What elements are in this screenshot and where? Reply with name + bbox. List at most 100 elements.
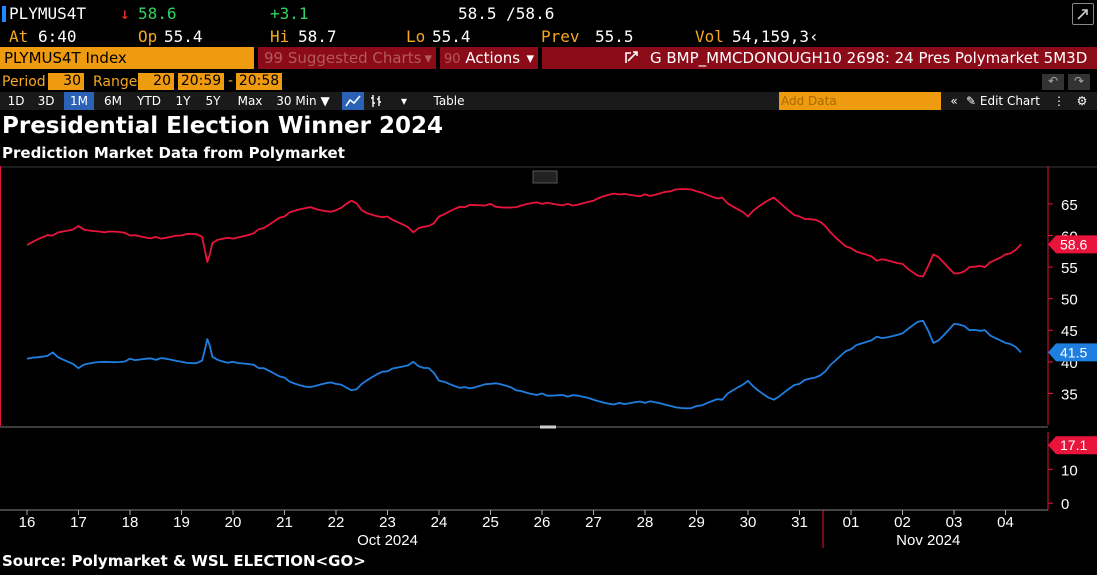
x-tick-label: 28 [637,514,654,531]
range-end-input[interactable]: 20:58 [236,73,282,90]
y-tick-label: 45 [1061,323,1078,340]
month-label: Oct 2024 [357,532,418,549]
red-last-tag [1048,235,1097,254]
interval-dropdown[interactable]: 30 Min ▼ [276,94,330,108]
security-field[interactable]: PLYMUS4T Index [0,47,254,69]
timeframe-1y[interactable]: 1Y [175,94,191,108]
more-icon[interactable]: ⋮ [1053,94,1065,108]
x-tick-label: 01 [843,514,860,531]
chart-subtitle: Prediction Market Data from Polymarket [2,144,345,162]
table-button[interactable]: Table [433,94,465,108]
low-value: 55.4 [432,27,471,46]
timeframe-max[interactable]: Max [237,94,263,108]
at-label: At [9,27,29,46]
period-range-bar: Period 30 Range 20 20:59 - 20:58 ↶ ↷ [0,73,1097,92]
x-tick-label: 22 [328,514,345,531]
x-tick-label: 30 [740,514,757,531]
prev-label: Prev [541,27,580,46]
timeframe-1m[interactable]: 1M [64,92,94,110]
security-color-marker [2,6,6,22]
collapse-icon[interactable]: « [950,94,958,108]
x-tick-label: 17 [70,514,87,531]
chevron-down-icon: ▾ [424,49,432,67]
timeframe-6m[interactable]: 6M [104,94,122,108]
timeframe-5y[interactable]: 5Y [205,94,221,108]
volume-label: Vol [695,27,724,46]
timeframe-bar: 1D 3D 1M 6M YTD 1Y 5Y Max 30 Min ▼ ▾ Tab… [0,92,1097,110]
add-data-input[interactable]: Add Data [779,92,941,110]
bid-ask: 58.5 /58.6 [458,4,555,23]
y-tick-label: 35 [1061,386,1078,403]
month-label: Nov 2024 [896,532,960,549]
x-tick-label: 02 [894,514,911,531]
actions-label: Actions [465,49,521,67]
down-arrow-icon: ↓ [120,4,130,23]
chevron-down-icon: ▾ [526,49,534,67]
at-value: 6:40 [38,27,77,46]
x-tick-label: 20 [225,514,242,531]
x-tick-label: 29 [688,514,705,531]
x-tick-label: 25 [482,514,499,531]
timeframe-ytd[interactable]: YTD [137,94,161,108]
low-label: Lo [406,27,426,46]
chart-options-dropdown [532,170,558,184]
line-chart-icon[interactable] [342,92,364,110]
range-start-input[interactable]: 20:59 [178,73,224,90]
y-tick-label: 50 [1061,292,1078,309]
settings-gear-icon[interactable]: ⚙ [1076,94,1088,108]
bar-chart-icon[interactable] [366,92,386,110]
blue-series-line [26,319,1022,410]
x-tick-label: 23 [379,514,396,531]
net-change: +3.1 [270,4,309,23]
popout-icon[interactable] [1072,3,1094,25]
redo-icon[interactable]: ↷ [1068,74,1090,90]
open-label: Op [138,27,158,46]
pencil-icon: ✎ [966,94,977,108]
x-tick-label: 27 [585,514,602,531]
volume-value: 54,159,3‹ [732,27,819,46]
actions-number: 90 [444,52,461,67]
x-tick-label: 24 [431,514,448,531]
x-tick-label: 26 [534,514,551,531]
range-label: Range [93,74,138,90]
x-tick-label: 04 [997,514,1014,531]
lower-last-value: 17.1 [1060,437,1087,453]
period-input[interactable]: 30 [48,73,84,90]
blue-last-tag [1048,343,1097,362]
timeframe-1d[interactable]: 1D [7,94,25,108]
chart-type-dropdown-icon[interactable]: ▾ [400,94,408,108]
news-headline: G BMP_MMCDONOUGH10 2698: 24 Pres Polymar… [650,49,1088,67]
x-tick-label: 21 [276,514,293,531]
lower-last-tag [1048,436,1097,455]
x-tick-label: 31 [791,514,808,531]
quote-bar: PLYMUS4T ↓ 58.6 +3.1 58.5 /58.6 [0,0,1097,27]
y-tick-label: 65 [1061,197,1078,214]
last-price: 58.6 [138,4,177,23]
y-tick-label: 55 [1061,260,1078,277]
news-ticker[interactable]: G BMP_MMCDONOUGH10 2698: 24 Pres Polymar… [542,47,1097,69]
x-tick-label: 03 [946,514,963,531]
quote-details: At 6:40 Op 55.4 Hi 58.7 Lo 55.4 Prev 55.… [0,27,1097,47]
range-input[interactable]: 20 [138,73,174,90]
range-separator: - [228,73,234,89]
undo-icon[interactable]: ↶ [1042,74,1064,90]
suggested-charts-button[interactable]: 99 Suggested Charts ▾ [258,47,436,69]
ticker-symbol[interactable]: PLYMUS4T [9,4,87,23]
edit-chart-button[interactable]: ✎ Edit Chart [966,92,1046,110]
source-note: Source: Polymarket & WSL ELECTION<GO> [2,552,366,570]
high-label: Hi [270,27,290,46]
prev-value: 55.5 [595,27,634,46]
x-tick-label: 18 [122,514,139,531]
chart-title: Presidential Election Winner 2024 [2,113,443,139]
actions-button[interactable]: 90 Actions ▾ [440,47,538,69]
external-link-icon [624,47,640,73]
timeframe-3d[interactable]: 3D [37,94,55,108]
high-value: 58.7 [298,27,337,46]
y-tick-label: 0 [1061,496,1069,513]
x-tick-label: 19 [173,514,190,531]
suggested-charts-label: 99 Suggested Charts [264,49,422,67]
edit-chart-label: Edit Chart [979,94,1040,108]
y-tick-label: 10 [1061,462,1078,479]
open-value: 55.4 [164,27,203,46]
